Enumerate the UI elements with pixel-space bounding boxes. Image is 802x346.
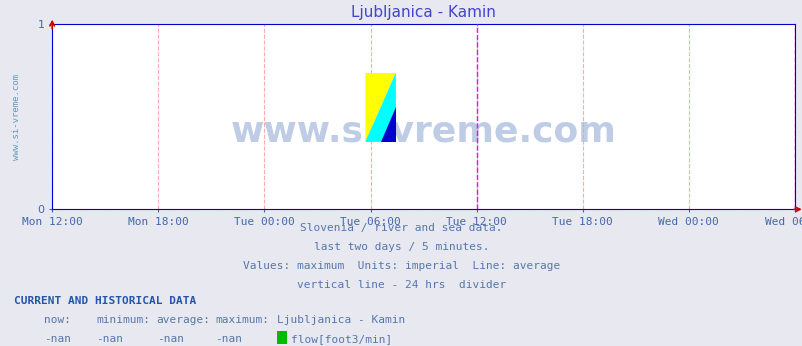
Text: www.si-vreme.com: www.si-vreme.com: [12, 74, 21, 160]
Text: -nan: -nan: [215, 334, 242, 344]
Text: -nan: -nan: [44, 334, 71, 344]
Text: average:: average:: [156, 315, 210, 325]
Text: maximum:: maximum:: [215, 315, 269, 325]
Polygon shape: [380, 107, 395, 142]
Text: CURRENT AND HISTORICAL DATA: CURRENT AND HISTORICAL DATA: [14, 296, 196, 306]
Text: vertical line - 24 hrs  divider: vertical line - 24 hrs divider: [297, 280, 505, 290]
Text: last two days / 5 minutes.: last two days / 5 minutes.: [314, 242, 488, 252]
Polygon shape: [365, 73, 395, 142]
Text: Ljubljanica - Kamin: Ljubljanica - Kamin: [277, 315, 405, 325]
Polygon shape: [365, 73, 395, 142]
Text: -nan: -nan: [156, 334, 184, 344]
Text: now:: now:: [44, 315, 71, 325]
Text: Slovenia / river and sea data.: Slovenia / river and sea data.: [300, 223, 502, 233]
Text: -nan: -nan: [96, 334, 124, 344]
Text: Values: maximum  Units: imperial  Line: average: Values: maximum Units: imperial Line: av…: [242, 261, 560, 271]
Title: Ljubljanica - Kamin: Ljubljanica - Kamin: [350, 5, 496, 20]
Text: www.si-vreme.com: www.si-vreme.com: [230, 115, 616, 148]
Text: minimum:: minimum:: [96, 315, 150, 325]
Text: flow[foot3/min]: flow[foot3/min]: [290, 334, 391, 344]
